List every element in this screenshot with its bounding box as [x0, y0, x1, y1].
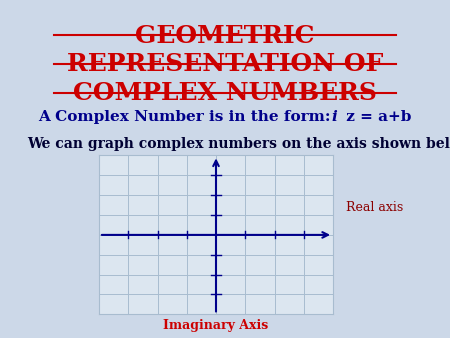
Text: We can graph complex numbers on the axis shown below:: We can graph complex numbers on the axis… [27, 137, 450, 151]
Text: A Complex Number is in the form:   z = a+b: A Complex Number is in the form: z = a+b [38, 110, 412, 124]
Text: GEOMETRIC: GEOMETRIC [135, 24, 315, 48]
Text: i: i [332, 110, 338, 124]
Text: COMPLEX NUMBERS: COMPLEX NUMBERS [73, 81, 377, 105]
Text: REPRESENTATION OF: REPRESENTATION OF [67, 52, 383, 76]
Text: Imaginary Axis: Imaginary Axis [163, 319, 269, 332]
Text: Real axis: Real axis [346, 201, 404, 214]
